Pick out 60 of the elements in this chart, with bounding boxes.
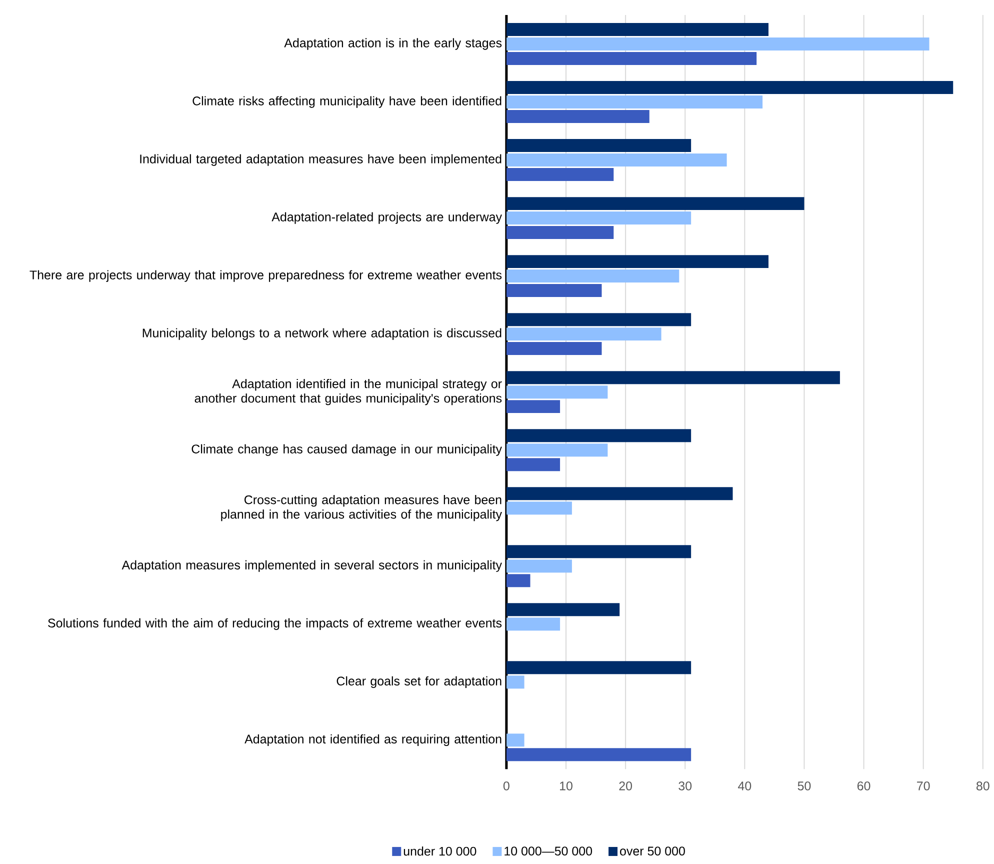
bar bbox=[506, 96, 763, 108]
bar bbox=[506, 110, 650, 123]
bar bbox=[506, 676, 524, 689]
bar bbox=[506, 197, 804, 210]
x-tick-label: 10 bbox=[560, 782, 572, 790]
bar bbox=[506, 139, 692, 152]
bar bbox=[506, 284, 602, 298]
y-tick-label: Adaptation not identified as requiring attention bbox=[244, 734, 502, 746]
y-tick-label: Adaptation identified in the municipal strategy or another document that guides municipality's operations bbox=[194, 378, 502, 406]
x-tick-label: 0 bbox=[503, 782, 510, 790]
y-tick-label: Individual targeted adaptation measures have been implemented bbox=[140, 154, 502, 166]
bar bbox=[506, 560, 572, 573]
bar bbox=[506, 23, 768, 36]
bar bbox=[506, 603, 620, 616]
bar bbox=[506, 168, 614, 181]
legend-label: 10 000—50 000 bbox=[504, 846, 592, 856]
bar bbox=[506, 429, 692, 442]
y-tick-label: Cross-cutting adaptation measures have been planned in the various activities of the municipality bbox=[221, 495, 502, 522]
bar bbox=[506, 574, 530, 588]
y-tick-label: Climate risks affecting municipality have been identified bbox=[192, 96, 502, 108]
x-tick-label: 60 bbox=[857, 782, 870, 790]
bar bbox=[506, 226, 614, 239]
bar bbox=[506, 618, 560, 631]
bar bbox=[506, 37, 930, 50]
y-tick-label: Adaptation-related projects are underway bbox=[272, 212, 502, 224]
y-tick-label: Adaptation action is in the early stages bbox=[284, 38, 502, 50]
bar bbox=[506, 458, 560, 472]
x-tick-label: 20 bbox=[619, 782, 632, 790]
bar bbox=[506, 444, 608, 457]
bar bbox=[506, 386, 608, 399]
bar bbox=[506, 734, 524, 747]
bar bbox=[506, 400, 560, 414]
x-tick-label: 70 bbox=[917, 782, 930, 790]
bar bbox=[506, 270, 680, 283]
bar bbox=[506, 502, 572, 515]
legend-label: over 50 000 bbox=[620, 846, 685, 856]
bar bbox=[506, 487, 733, 500]
bar bbox=[506, 748, 692, 762]
x-tick-label: 30 bbox=[678, 782, 692, 790]
bar bbox=[506, 313, 692, 326]
bar bbox=[506, 255, 768, 268]
x-tick-label: 40 bbox=[738, 782, 752, 790]
y-tick-label: Municipality belongs to a network where adaptation is discussed bbox=[142, 328, 502, 340]
y-tick-label: There are projects underway that improve preparedness for extreme weather events bbox=[30, 270, 502, 282]
bar bbox=[506, 661, 692, 674]
bar bbox=[506, 52, 757, 65]
x-tick-label: 50 bbox=[798, 782, 811, 790]
bar bbox=[506, 371, 840, 384]
y-tick-label: Solutions funded with the aim of reducing the impacts of extreme weather events bbox=[48, 618, 502, 630]
legend-label: under 10 000 bbox=[404, 846, 476, 856]
y-tick-label: Climate change has caused damage in our municipality bbox=[192, 444, 502, 456]
bar bbox=[506, 545, 692, 558]
y-tick-label: Clear goals set for adaptation bbox=[336, 676, 502, 688]
bar bbox=[506, 328, 662, 341]
bar bbox=[506, 154, 727, 167]
bar bbox=[506, 342, 602, 356]
bar bbox=[506, 212, 692, 225]
bar bbox=[506, 81, 954, 94]
x-tick-label: 80 bbox=[976, 782, 990, 790]
y-tick-label: Adaptation measures implemented in several sectors in municipality bbox=[122, 560, 502, 572]
